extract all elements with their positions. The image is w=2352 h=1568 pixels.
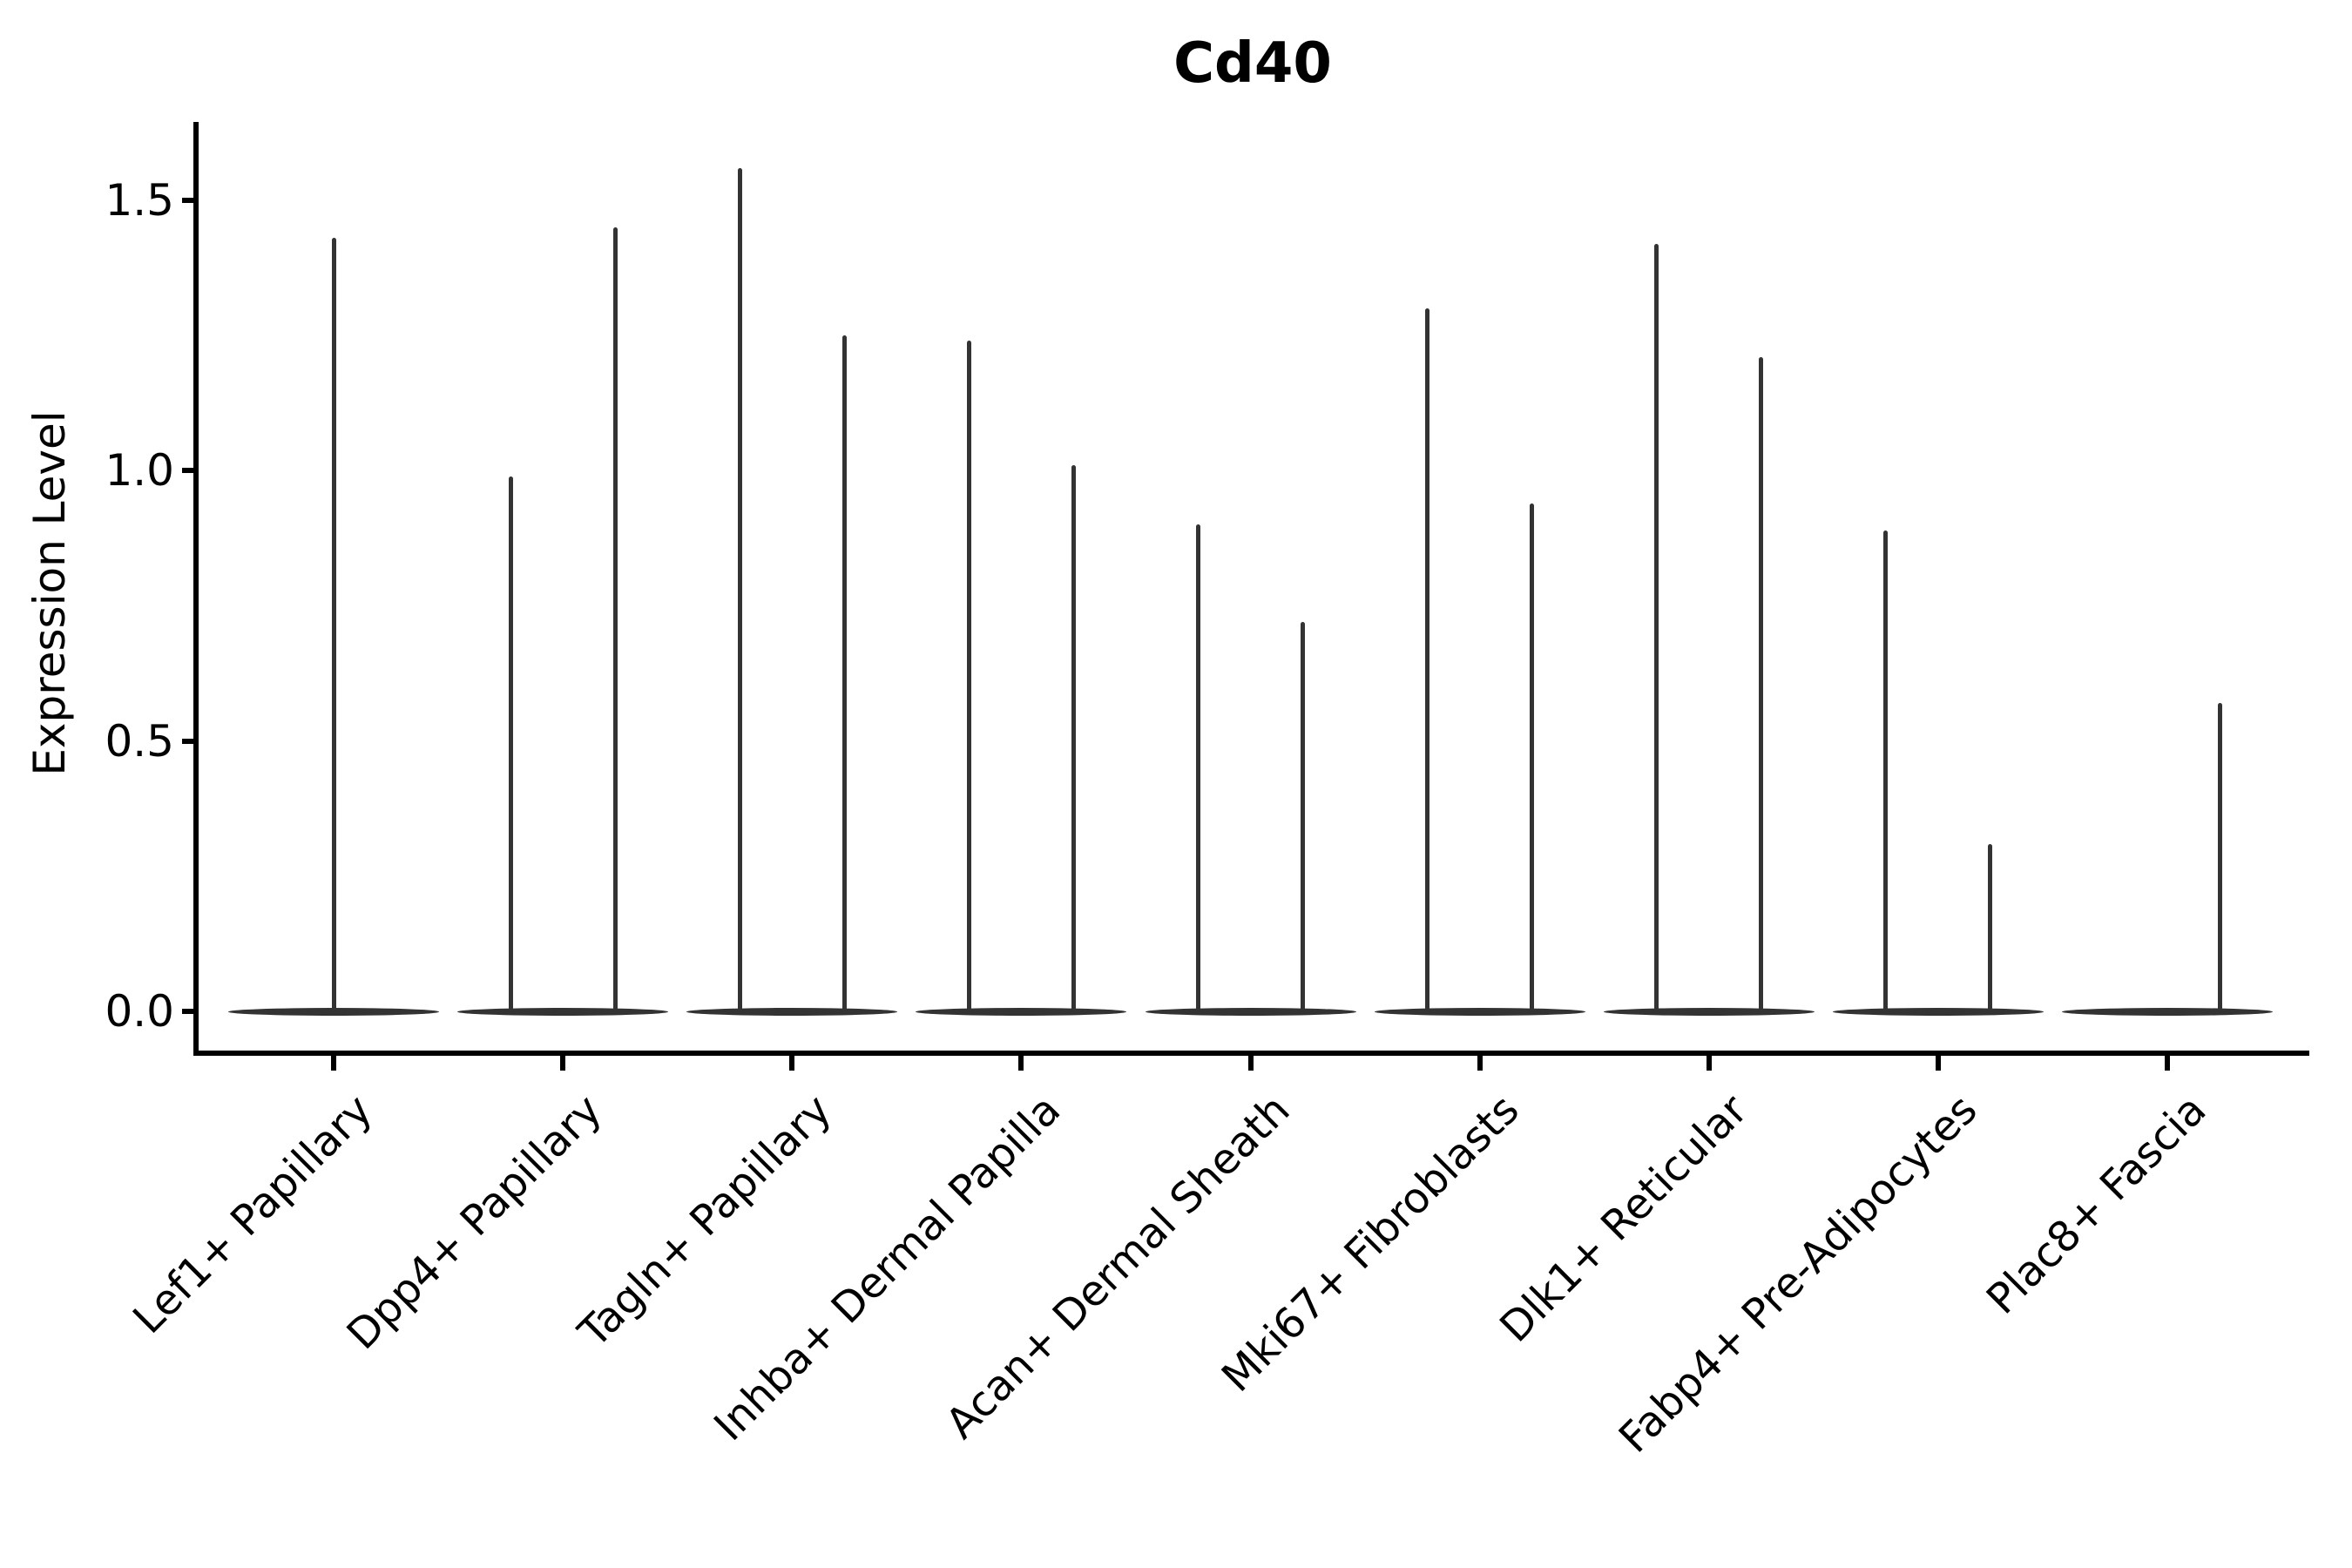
violin-spike <box>737 167 742 1013</box>
violin-spike <box>1883 530 1889 1013</box>
violin-body <box>1374 1007 1585 1016</box>
x-axis-spine <box>193 1051 2309 1056</box>
violin-spike <box>508 476 513 1013</box>
y-tick-label: 0.0 <box>105 986 174 1037</box>
x-tick-label: Tagln+ Papillary <box>569 1085 841 1357</box>
violin-body <box>1145 1007 1356 1016</box>
x-tick-mark <box>2165 1056 2170 1071</box>
y-tick-mark <box>182 468 193 474</box>
x-tick-mark <box>1477 1056 1483 1071</box>
y-tick-mark <box>182 1009 193 1014</box>
violin-spike <box>1301 622 1305 1013</box>
violin-spike <box>2217 703 2222 1013</box>
violin-spike <box>966 341 971 1013</box>
x-tick-label: Plac8+ Fascia <box>1977 1085 2216 1324</box>
y-tick-label: 0.5 <box>105 715 174 767</box>
x-tick-mark <box>560 1056 566 1071</box>
violin-spike <box>1654 243 1659 1013</box>
x-tick-label: Dpp4+ Papillary <box>337 1085 612 1360</box>
violin-body <box>457 1007 669 1016</box>
y-axis-label: Expression Level <box>24 410 75 776</box>
y-tick-mark <box>182 738 193 744</box>
violin-spike <box>1071 465 1076 1013</box>
violin-spike <box>612 226 618 1013</box>
y-axis-spine <box>193 122 199 1056</box>
x-tick-mark <box>331 1056 336 1071</box>
violin-spike <box>1425 308 1430 1013</box>
violin-body <box>916 1007 1127 1016</box>
violin-body <box>1832 1007 2044 1016</box>
x-tick-mark <box>1706 1056 1712 1071</box>
y-tick-mark <box>182 197 193 203</box>
violin-spike <box>1759 356 1764 1013</box>
x-tick-label: Lef1+ Papillary <box>124 1085 382 1343</box>
x-tick-mark <box>1018 1056 1024 1071</box>
violin-spike <box>331 238 336 1013</box>
violin-spike <box>1196 524 1200 1013</box>
violin-spike <box>1988 843 1993 1013</box>
x-tick-mark <box>1935 1056 1941 1071</box>
y-tick-label: 1.0 <box>105 445 174 497</box>
chart-title: Cd40 <box>1173 31 1332 96</box>
x-tick-label: Dlk1+ Reticular <box>1490 1085 1758 1352</box>
violin-spike <box>1530 503 1535 1013</box>
violin-spike <box>841 335 847 1013</box>
violin-body <box>2062 1007 2273 1016</box>
x-tick-mark <box>789 1056 795 1071</box>
x-tick-mark <box>1247 1056 1254 1071</box>
violin-body <box>686 1007 898 1016</box>
violin-body <box>1603 1007 1815 1016</box>
y-tick-label: 1.5 <box>105 174 174 226</box>
